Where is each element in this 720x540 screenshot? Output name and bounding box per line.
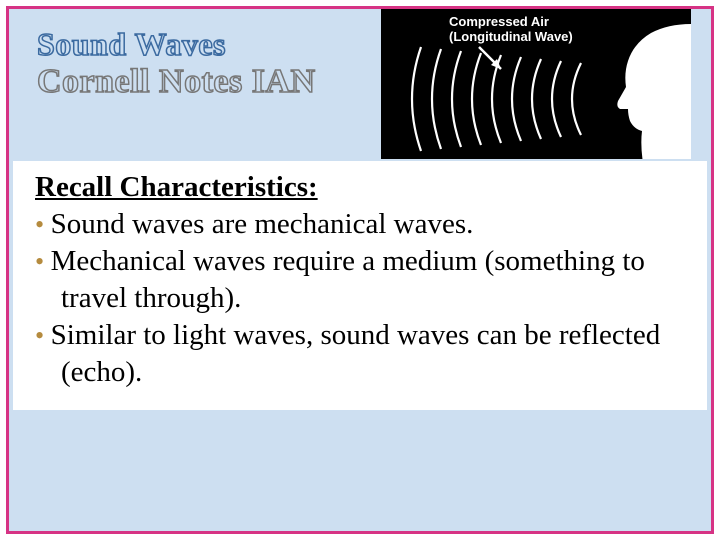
content-heading: Recall Characteristics: (35, 171, 685, 204)
compression-waves-icon (409, 39, 614, 159)
list-item: Sound waves are mechanical waves. (35, 206, 685, 243)
sound-wave-diagram: Compressed Air (Longitudinal Wave) (381, 9, 691, 159)
diagram-label-line1: Compressed Air (449, 14, 549, 29)
bullet-list: Sound waves are mechanical waves. Mechan… (35, 206, 685, 392)
head-silhouette-icon (596, 19, 691, 159)
slide-container: Sound Waves Cornell Notes IAN Compressed… (0, 0, 720, 540)
content-box: Recall Characteristics: Sound waves are … (13, 161, 707, 410)
list-item: Similar to light waves, sound waves can … (35, 317, 685, 391)
list-item: Mechanical waves require a medium (somet… (35, 243, 685, 317)
slide-frame: Sound Waves Cornell Notes IAN Compressed… (6, 6, 714, 534)
